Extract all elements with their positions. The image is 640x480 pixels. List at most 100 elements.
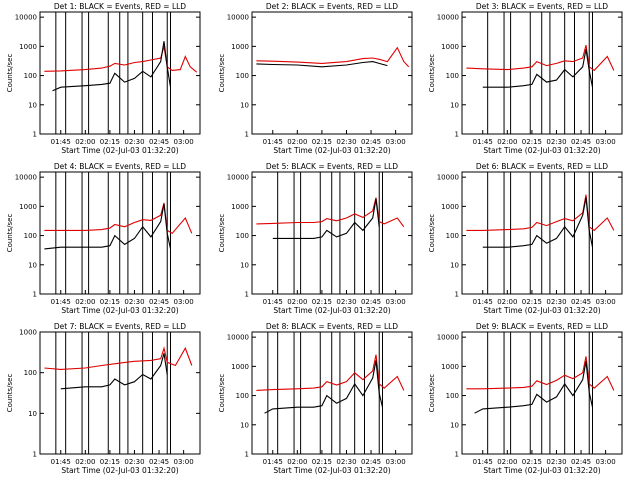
y-tick-label: 1000 xyxy=(19,203,37,211)
y-tick-label: 1000 xyxy=(231,203,249,211)
x-tick-label: 01:45 xyxy=(263,458,283,466)
events-series-line xyxy=(256,61,388,68)
x-tick-label: 02:15 xyxy=(522,138,542,146)
y-tick-label: 1000 xyxy=(441,203,459,211)
y-tick-label: 1 xyxy=(245,291,249,299)
y-tick-label: 10000 xyxy=(15,174,37,182)
x-axis-label: Start Time (02-Jul-03 01:32:20) xyxy=(273,466,390,475)
x-axis-label: Start Time (02-Jul-03 01:32:20) xyxy=(61,306,178,315)
y-tick-label: 10 xyxy=(240,421,249,429)
y-tick-label: 100 xyxy=(236,72,249,80)
x-tick-label: 02:00 xyxy=(287,138,307,146)
y-tick-label: 1 xyxy=(245,451,249,459)
x-tick-label: 03:00 xyxy=(174,458,194,466)
x-tick-label: 02:00 xyxy=(287,298,307,306)
panel-det-5: Det 5: BLACK = Events, RED = LLD 1 10 100 10… xyxy=(218,162,413,315)
x-tick-label: 02:00 xyxy=(75,138,95,146)
x-tick-label: 02:45 xyxy=(571,138,591,146)
x-tick-label: 02:30 xyxy=(124,298,144,306)
lld-series-line xyxy=(256,46,410,68)
y-tick-label: 1000 xyxy=(19,43,37,51)
events-series-line xyxy=(52,41,172,92)
x-tick-label: 01:45 xyxy=(473,298,493,306)
x-axis-label: Start Time (02-Jul-03 01:32:20) xyxy=(483,306,600,315)
x-tick-label: 02:15 xyxy=(522,458,542,466)
x-tick-label: 03:00 xyxy=(386,458,406,466)
y-tick-label: 100 xyxy=(446,392,459,400)
x-tick-label: 03:00 xyxy=(596,458,616,466)
y-tick-label: 1 xyxy=(455,131,459,139)
x-tick-label: 03:00 xyxy=(174,298,194,306)
x-tick-label: 02:15 xyxy=(312,458,332,466)
panel-det-4: Det 4: BLACK = Events, RED = LLD 1 10 100 10… xyxy=(6,162,201,315)
x-tick-label: 02:15 xyxy=(312,298,332,306)
x-tick-label: 02:30 xyxy=(124,458,144,466)
panel-det-1: Det 1: BLACK = Events, RED = LLD 1 10 100 10… xyxy=(6,2,201,155)
y-tick-label: 1 xyxy=(33,131,37,139)
y-tick-label: 100 xyxy=(24,369,37,377)
lld-series-line xyxy=(256,197,405,228)
x-axis-label: Start Time (02-Jul-03 01:32:20) xyxy=(273,306,390,315)
x-tick-label: 02:15 xyxy=(100,458,120,466)
lld-series-line xyxy=(44,202,193,235)
x-tick-label: 02:00 xyxy=(497,298,517,306)
y-tick-label: 1 xyxy=(245,131,249,139)
panel-title: Det 1: BLACK = Events, RED = LLD xyxy=(54,2,186,11)
y-tick-label: 10 xyxy=(450,261,459,269)
y-tick-label: 10000 xyxy=(227,334,249,342)
plot-frame xyxy=(461,11,623,135)
x-tick-label: 02:45 xyxy=(361,458,381,466)
y-axis-label: Counts/sec xyxy=(6,374,14,413)
x-tick-label: 01:45 xyxy=(263,138,283,146)
x-tick-label: 02:30 xyxy=(336,138,356,146)
y-axis-label: Counts/sec xyxy=(218,374,226,413)
x-tick-label: 02:00 xyxy=(75,458,95,466)
x-tick-label: 01:45 xyxy=(263,298,283,306)
y-tick-label: 10 xyxy=(28,101,37,109)
y-axis-label: Counts/sec xyxy=(428,374,436,413)
y-tick-label: 10000 xyxy=(437,334,459,342)
events-series-line xyxy=(60,353,168,390)
y-tick-label: 10 xyxy=(240,261,249,269)
y-axis-label: Counts/sec xyxy=(428,214,436,253)
y-tick-label: 100 xyxy=(24,232,37,240)
y-tick-label: 10 xyxy=(450,101,459,109)
events-series-line xyxy=(482,49,594,88)
x-tick-label: 01:45 xyxy=(51,458,71,466)
y-tick-label: 10000 xyxy=(15,14,37,22)
events-series-line xyxy=(264,360,384,414)
y-tick-label: 100 xyxy=(236,392,249,400)
plot-frame xyxy=(39,171,201,295)
plot-frame xyxy=(39,331,201,455)
y-tick-label: 100 xyxy=(236,232,249,240)
x-tick-label: 02:30 xyxy=(546,298,566,306)
y-tick-label: 10000 xyxy=(437,174,459,182)
y-tick-label: 1000 xyxy=(441,43,459,51)
panel-det-7: Det 7: BLACK = Events, RED = LLD 1 10 100 10… xyxy=(6,322,201,475)
panel-title: Det 9: BLACK = Events, RED = LLD xyxy=(476,322,608,331)
x-tick-label: 03:00 xyxy=(596,298,616,306)
x-tick-label: 02:00 xyxy=(75,298,95,306)
x-axis-label: Start Time (02-Jul-03 01:32:20) xyxy=(273,146,390,155)
x-tick-label: 02:30 xyxy=(336,458,356,466)
y-tick-label: 1 xyxy=(455,291,459,299)
events-series-line xyxy=(272,198,380,239)
x-tick-label: 02:45 xyxy=(149,458,169,466)
y-axis-label: Counts/sec xyxy=(6,54,14,93)
lld-series-line xyxy=(466,44,615,72)
plot-frame xyxy=(461,331,623,455)
y-tick-label: 1000 xyxy=(231,43,249,51)
panel-title: Det 7: BLACK = Events, RED = LLD xyxy=(54,322,186,331)
x-tick-label: 02:15 xyxy=(312,138,332,146)
y-tick-label: 10 xyxy=(240,101,249,109)
plot-frame xyxy=(251,171,413,295)
x-tick-label: 02:30 xyxy=(546,458,566,466)
x-tick-label: 02:45 xyxy=(571,298,591,306)
panel-title: Det 6: BLACK = Events, RED = LLD xyxy=(476,162,608,171)
y-tick-label: 1 xyxy=(33,291,37,299)
panel-det-2: Det 2: BLACK = Events, RED = LLD 1 10 100 10… xyxy=(218,2,413,155)
x-tick-label: 02:15 xyxy=(100,138,120,146)
y-tick-label: 100 xyxy=(24,72,37,80)
x-tick-label: 01:45 xyxy=(473,138,493,146)
